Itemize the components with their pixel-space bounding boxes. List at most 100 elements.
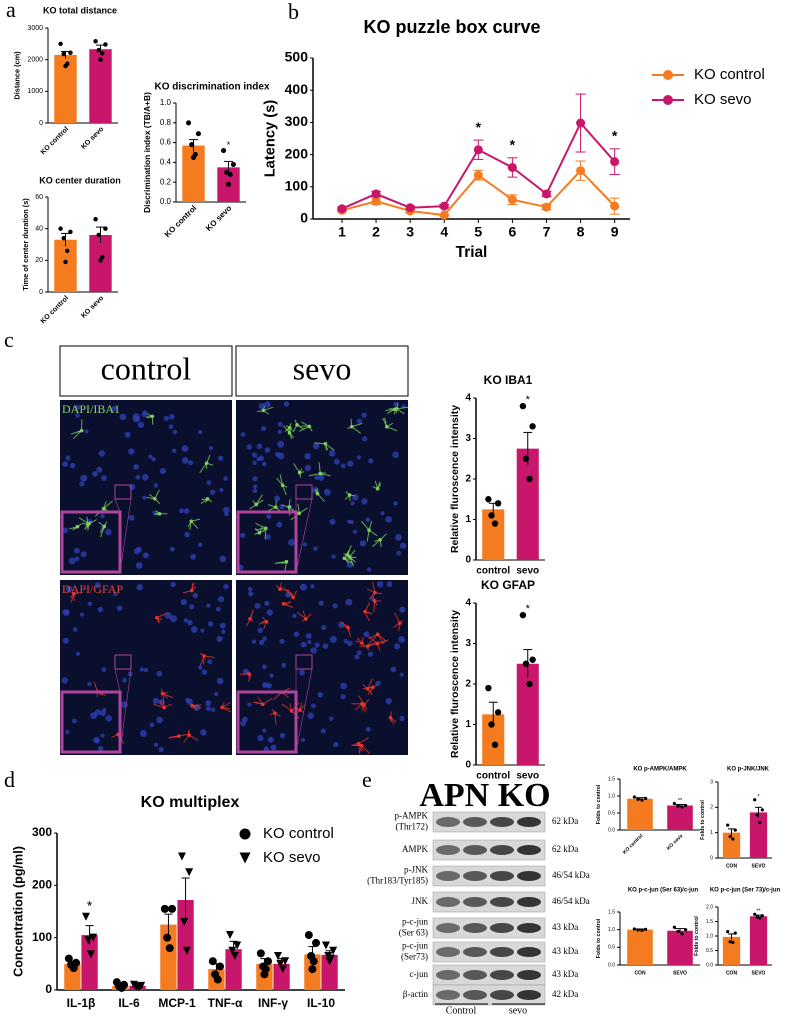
legend-marker [663, 95, 673, 105]
nucleus [68, 557, 76, 565]
x-tick-label: MCP-1 [158, 996, 196, 1010]
nucleus [169, 546, 175, 552]
blot-band [517, 871, 541, 881]
point [473, 145, 483, 155]
cell-process [373, 600, 376, 613]
x-tick-label: KO control [40, 295, 71, 326]
cell-body [297, 470, 302, 475]
point [208, 957, 217, 966]
nucleus [254, 602, 261, 609]
blot-strip [432, 984, 546, 1006]
y-tick-label: 1.5 [706, 919, 713, 925]
point [644, 927, 648, 931]
nucleus [140, 730, 147, 737]
nucleus [100, 733, 105, 738]
cell-body [375, 487, 380, 491]
nucleus [252, 460, 257, 466]
blot-row-label: p-AMPK [394, 811, 428, 821]
cell-body [349, 424, 354, 429]
y-tick-label: 200 [32, 878, 52, 892]
point [485, 684, 492, 692]
nucleus [333, 458, 340, 465]
cell-body [346, 625, 350, 630]
blot-band [436, 990, 460, 1000]
nucleus [252, 476, 258, 482]
blot-band [490, 923, 514, 933]
nucleus [352, 529, 358, 535]
y-tick-label: 400 [285, 81, 309, 97]
nucleus [79, 481, 85, 487]
nucleus [314, 642, 320, 648]
nucleus [132, 413, 140, 421]
point [494, 500, 502, 507]
nucleus [90, 712, 98, 720]
nucleus [264, 447, 271, 453]
point [93, 216, 98, 222]
point [758, 820, 762, 825]
point [731, 837, 735, 841]
point [264, 957, 273, 966]
nucleus [307, 639, 312, 645]
nucleus [302, 542, 308, 547]
cell-process [296, 611, 307, 620]
cell-process [308, 473, 321, 477]
point [371, 196, 381, 206]
point [488, 512, 495, 519]
cell-body [315, 491, 320, 496]
cell-body [347, 493, 352, 497]
significance: * [526, 603, 531, 615]
x-tick-label: 6 [509, 224, 517, 240]
point [68, 229, 73, 235]
zoom-line [119, 668, 132, 753]
nucleus [198, 542, 203, 548]
nucleus [72, 627, 78, 632]
nucleus [188, 604, 195, 610]
cell-process [162, 693, 174, 699]
point [640, 798, 644, 802]
bar [722, 936, 741, 965]
y-tick-label: 0.4 [160, 158, 172, 167]
x-tick-label: CON [634, 970, 646, 976]
nucleus [205, 706, 211, 712]
nucleus [207, 621, 214, 627]
panel-label: a [6, 0, 16, 22]
point [69, 964, 78, 973]
cell-body [220, 705, 224, 710]
y-tick-label: 20 [35, 257, 43, 264]
y-tick-label: 2 [465, 474, 471, 485]
nucleus [169, 414, 175, 420]
bar [482, 509, 505, 560]
y-tick-label: 0 [465, 760, 471, 771]
x-tick-label: sevo [516, 566, 539, 577]
blot-strip [432, 865, 546, 887]
cell-process [274, 561, 287, 564]
nucleus [128, 514, 135, 521]
nucleus [386, 581, 393, 588]
cell-body [385, 424, 389, 429]
cell-body [79, 428, 84, 433]
nucleus [128, 448, 135, 455]
nucleus [261, 426, 267, 432]
nucleus [242, 668, 250, 676]
y-tick-label: 0 [300, 210, 308, 226]
y-tick-label: 3000 [27, 25, 43, 32]
blot-band [463, 897, 487, 907]
nucleus [318, 600, 324, 606]
bar [516, 448, 539, 560]
cell-process [255, 522, 267, 529]
point [371, 189, 381, 199]
nucleus [215, 606, 221, 612]
y-tick-label: 2 [710, 805, 713, 811]
cell-body [347, 554, 352, 559]
nucleus [216, 635, 223, 643]
y-tick-label: 1.0 [608, 793, 615, 799]
blot-band [436, 845, 460, 855]
blot-row-label: p-c-jun [402, 917, 428, 927]
nucleus [96, 466, 103, 473]
point [636, 928, 640, 932]
cell-process [396, 406, 409, 410]
cell-body [153, 496, 157, 501]
nucleus [168, 424, 174, 430]
zoom-line [295, 498, 313, 573]
y-tick-label: 2000 [27, 57, 43, 64]
